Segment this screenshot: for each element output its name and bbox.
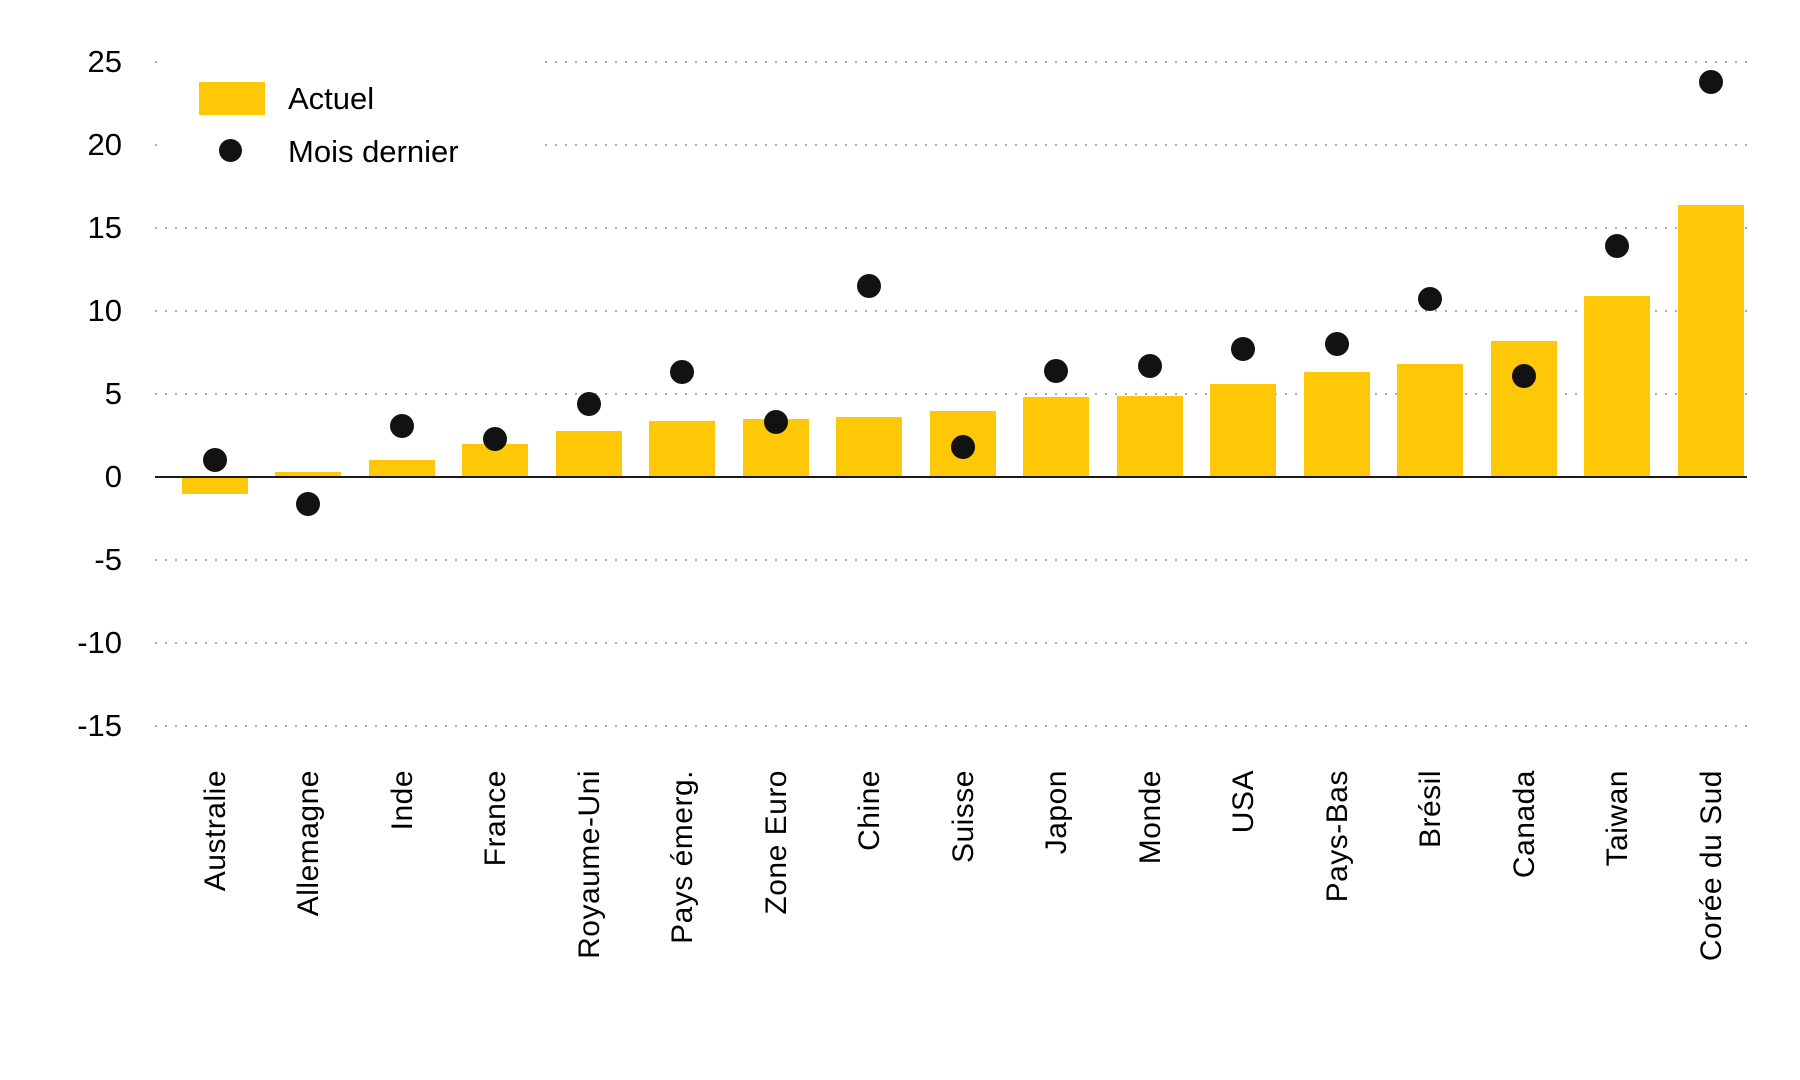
dot-coree-du-sud	[1698, 69, 1723, 94]
dot-pays-bas	[1324, 332, 1349, 357]
dot-france	[483, 426, 507, 451]
bar-allemagne	[275, 472, 341, 477]
gridline-5	[155, 393, 1755, 395]
x-axis-label-royaume-uni: Royaume-Uni	[572, 770, 606, 959]
dot-bresil	[1418, 287, 1442, 312]
gridline-20	[155, 144, 1755, 146]
dot-inde	[389, 413, 414, 438]
x-axis-label-bresil: Brésil	[1414, 770, 1447, 849]
gridline-25	[155, 61, 1755, 63]
bar-bresil	[1397, 364, 1463, 477]
dot-zone-euro	[763, 410, 788, 435]
x-axis-label-france: France	[479, 770, 512, 867]
dot-suisse	[950, 435, 975, 460]
dot-canada	[1511, 363, 1536, 388]
dot-chine	[857, 274, 881, 299]
x-axis-label-allemagne: Allemagne	[292, 770, 325, 917]
gridline--10	[155, 642, 1755, 644]
y-tick-label-25: 25	[87, 44, 122, 79]
legend-mois-dernier-label: Mois dernier	[288, 134, 459, 169]
x-axis-label-australie: Australie	[198, 770, 232, 892]
x-axis-line	[155, 476, 1747, 478]
legend: Actuel Mois dernier	[165, 50, 540, 172]
x-axis-label-pays-bas: Pays-Bas	[1320, 770, 1354, 903]
gridline-10	[155, 310, 1755, 312]
dot-japon	[1044, 358, 1068, 383]
gridline--15	[155, 725, 1755, 727]
x-axis-label-suisse: Suisse	[946, 770, 980, 864]
x-axis-label-usa: USA	[1227, 770, 1260, 834]
x-axis-label-zone-euro: Zone Euro	[759, 770, 793, 915]
y-tick-label-15: 15	[87, 210, 122, 245]
x-axis-label-monde: Monde	[1133, 770, 1167, 865]
y-tick-label-20: 20	[87, 127, 122, 162]
dot-pays-emerg	[670, 360, 694, 385]
bar-monde	[1116, 395, 1183, 477]
bar-pays-emerg	[649, 420, 715, 477]
x-axis-label-taiwan: Taiwan	[1601, 770, 1634, 867]
bar-taiwan	[1584, 296, 1650, 477]
y-tick-label--10: -10	[77, 625, 122, 660]
dot-monde	[1137, 353, 1162, 378]
x-axis-label-chine: Chine	[853, 770, 886, 851]
bar-pays-bas	[1303, 372, 1370, 477]
y-tick-label-10: 10	[87, 293, 122, 328]
dot-usa	[1231, 337, 1255, 362]
x-axis-label-japon: Japon	[1040, 770, 1073, 855]
x-axis-label-coree-du-sud: Corée du Sud	[1694, 770, 1728, 962]
x-axis-label-canada: Canada	[1507, 770, 1541, 879]
bar-coree-du-sud	[1677, 204, 1744, 477]
bar-japon	[1023, 397, 1089, 477]
x-axis-label-inde: Inde	[385, 770, 419, 831]
bar-royaume-uni	[555, 430, 622, 477]
bar-canada	[1490, 340, 1557, 477]
gridline-15	[155, 227, 1755, 229]
y-tick-label-5: 5	[104, 376, 122, 411]
bar-chine	[836, 417, 902, 477]
bar-usa	[1210, 384, 1276, 477]
gridline--5	[155, 559, 1755, 561]
bar-australie	[181, 477, 248, 494]
dot-royaume-uni	[576, 391, 601, 416]
legend-dot-swatch-icon	[219, 139, 242, 162]
y-tick-label--15: -15	[77, 708, 122, 743]
dot-australie	[202, 448, 227, 473]
bar-inde	[368, 460, 435, 477]
dot-allemagne	[296, 491, 320, 516]
y-tick-label-0: 0	[104, 459, 122, 494]
x-axis-label-pays-emerg: Pays émerg.	[666, 770, 699, 944]
y-tick-label--5: -5	[94, 542, 122, 577]
dot-taiwan	[1605, 234, 1629, 259]
legend-actuel-label: Actuel	[288, 81, 375, 116]
legend-bar-swatch-icon	[199, 82, 265, 115]
